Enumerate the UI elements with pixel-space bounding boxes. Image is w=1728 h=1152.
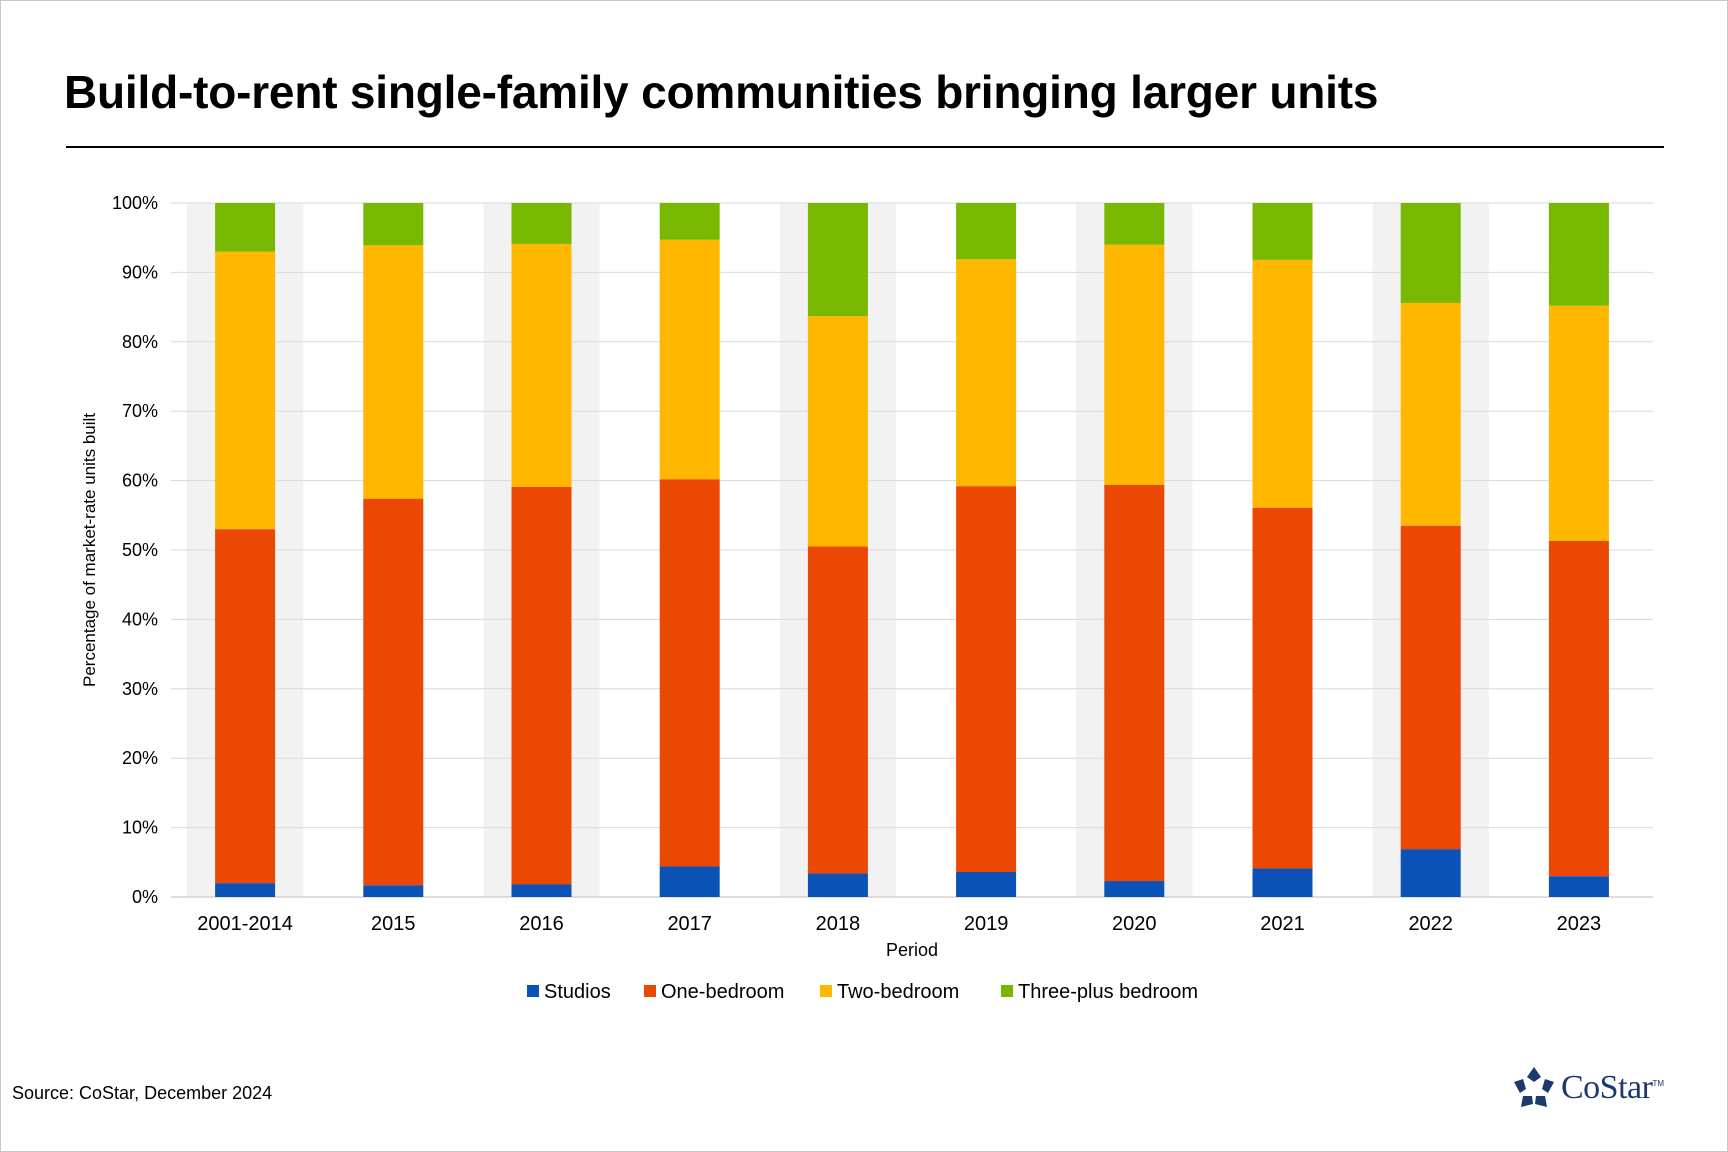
legend-swatch-three-plus-bedroom bbox=[1001, 985, 1013, 997]
x-axis-title: Period bbox=[886, 940, 938, 960]
bar-three-plus-bedroom-2019 bbox=[956, 203, 1017, 260]
bar-studios-2020 bbox=[1104, 881, 1165, 897]
bar-two-bedroom-2022 bbox=[1400, 302, 1461, 526]
y-tick-label: 40% bbox=[122, 609, 158, 629]
y-tick-label: 80% bbox=[122, 332, 158, 352]
bar-studios-2001-2014 bbox=[215, 883, 276, 897]
bar-two-bedroom-2015 bbox=[363, 245, 424, 499]
bar-one-bedroom-2015 bbox=[363, 498, 424, 886]
bar-studios-2021 bbox=[1252, 868, 1313, 897]
bar-two-bedroom-2016 bbox=[511, 243, 572, 487]
x-tick-label: 2015 bbox=[371, 913, 416, 935]
bar-two-bedroom-2018 bbox=[807, 316, 868, 547]
legend-swatch-one-bedroom bbox=[644, 985, 656, 997]
y-tick-label: 100% bbox=[112, 193, 158, 213]
bar-one-bedroom-2019 bbox=[956, 486, 1017, 873]
costar-logo: CoStar TM bbox=[1511, 1065, 1664, 1111]
logo-wordmark: CoStar bbox=[1561, 1069, 1653, 1106]
x-tick-label: 2021 bbox=[1260, 913, 1305, 935]
bar-two-bedroom-2021 bbox=[1252, 259, 1313, 508]
bar-studios-2019 bbox=[956, 872, 1017, 897]
x-tick-label: 2022 bbox=[1408, 913, 1453, 935]
x-tick-label: 2023 bbox=[1557, 913, 1602, 935]
x-tick-label: 2016 bbox=[519, 913, 564, 935]
bar-three-plus-bedroom-2001-2014 bbox=[215, 203, 276, 252]
stacked-bar-chart: 0% 10% 20% 30% 40% 50% 60% 70% 80% 90% 100% 2001-20… bbox=[80, 193, 1653, 1003]
bar-three-plus-bedroom-2023 bbox=[1548, 203, 1609, 306]
y-tick-label: 30% bbox=[122, 679, 158, 699]
bar-studios-2016 bbox=[511, 884, 572, 897]
bar-one-bedroom-2016 bbox=[511, 486, 572, 885]
legend-label: Two-bedroom bbox=[837, 981, 959, 1003]
y-tick-label: 70% bbox=[122, 401, 158, 421]
y-tick-label: 90% bbox=[122, 262, 158, 282]
bar-two-bedroom-2001-2014 bbox=[215, 251, 276, 530]
bar-studios-2022 bbox=[1400, 849, 1461, 897]
bar-three-plus-bedroom-2016 bbox=[511, 203, 572, 244]
x-tick-label: 2001-2014 bbox=[197, 913, 293, 935]
legend-swatch-studios bbox=[527, 985, 539, 997]
bar-one-bedroom-2017 bbox=[659, 479, 720, 867]
bar-studios-2018 bbox=[807, 873, 868, 897]
bar-three-plus-bedroom-2018 bbox=[807, 203, 868, 317]
legend-label: Studios bbox=[544, 981, 611, 1003]
y-tick-label: 20% bbox=[122, 748, 158, 768]
y-axis-title: Percentage of market-rate units built bbox=[80, 413, 99, 687]
title-divider bbox=[66, 146, 1664, 148]
y-tick-label: 10% bbox=[122, 818, 158, 838]
bar-three-plus-bedroom-2017 bbox=[659, 203, 720, 240]
x-tick-label: 2017 bbox=[667, 913, 712, 935]
legend-label: One-bedroom bbox=[661, 981, 784, 1003]
x-tick-label: 2019 bbox=[964, 913, 1009, 935]
bar-two-bedroom-2017 bbox=[659, 239, 720, 480]
y-tick-label: 50% bbox=[122, 540, 158, 560]
bar-three-plus-bedroom-2020 bbox=[1104, 203, 1165, 245]
logo-trademark: TM bbox=[1652, 1079, 1665, 1088]
x-tick-label: 2020 bbox=[1112, 913, 1157, 935]
bar-one-bedroom-2021 bbox=[1252, 507, 1313, 869]
bar-studios-2023 bbox=[1548, 876, 1609, 897]
bar-two-bedroom-2019 bbox=[956, 259, 1017, 487]
bar-three-plus-bedroom-2022 bbox=[1400, 203, 1461, 303]
y-tick-label: 60% bbox=[122, 471, 158, 491]
bar-one-bedroom-2020 bbox=[1104, 484, 1165, 882]
bar-three-plus-bedroom-2015 bbox=[363, 203, 424, 246]
bar-two-bedroom-2020 bbox=[1104, 244, 1165, 485]
bar-one-bedroom-2023 bbox=[1548, 540, 1609, 877]
chart-title: Build-to-rent single-family communities … bbox=[64, 66, 1379, 118]
bar-three-plus-bedroom-2021 bbox=[1252, 203, 1313, 260]
legend-label: Three-plus bedroom bbox=[1018, 981, 1198, 1003]
bar-studios-2017 bbox=[659, 866, 720, 897]
bar-studios-2015 bbox=[363, 885, 424, 897]
legend-swatch-two-bedroom bbox=[820, 985, 832, 997]
bar-one-bedroom-2001-2014 bbox=[215, 529, 276, 884]
source-note: Source: CoStar, December 2024 bbox=[12, 1083, 273, 1103]
y-tick-label: 0% bbox=[132, 887, 158, 907]
costar-star-icon bbox=[1514, 1067, 1554, 1107]
bar-one-bedroom-2018 bbox=[807, 546, 868, 874]
bar-two-bedroom-2023 bbox=[1548, 305, 1609, 541]
bar-one-bedroom-2022 bbox=[1400, 525, 1461, 850]
x-tick-label: 2018 bbox=[816, 913, 861, 935]
